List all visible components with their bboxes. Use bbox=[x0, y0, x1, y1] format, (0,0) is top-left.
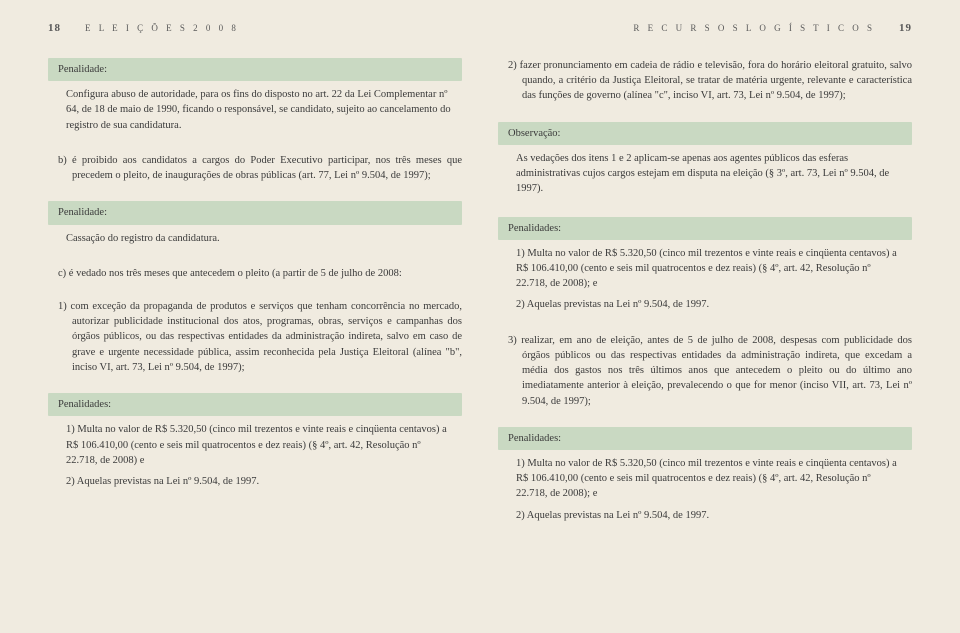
penalty-text: Configura abuso de autoridade, para os f… bbox=[66, 87, 452, 133]
header-right: R E C U R S O S L O G Í S T I C O S 19 bbox=[633, 22, 912, 34]
penalties-label: Penalidades: bbox=[498, 427, 912, 450]
penalty-line-1: 1) Multa no valor de R$ 5.320,50 (cinco … bbox=[516, 456, 902, 502]
list-item-2: 2) fazer pronunciamento em cadeia de rád… bbox=[498, 52, 912, 116]
list-item-c: c) é vedado nos três meses que antecedem… bbox=[48, 260, 462, 293]
penalty-line-2: 2) Aquelas previstas na Lei nº 9.504, de… bbox=[66, 474, 452, 489]
right-section-title: R E C U R S O S L O G Í S T I C O S bbox=[633, 23, 875, 33]
observation-text: As vedações dos itens 1 e 2 aplicam-se a… bbox=[516, 151, 902, 197]
penalties-label: Penalidades: bbox=[48, 393, 462, 416]
right-column: 2) fazer pronunciamento em cadeia de rád… bbox=[498, 52, 912, 537]
penalty-line-2: 2) Aquelas previstas na Lei nº 9.504, de… bbox=[516, 297, 902, 312]
penalty-line-2: 2) Aquelas previstas na Lei nº 9.504, de… bbox=[516, 508, 902, 523]
item-b-text: b) é proibido aos candidatos a cargos do… bbox=[48, 153, 462, 183]
penalties-body: 1) Multa no valor de R$ 5.320,50 (cinco … bbox=[498, 240, 912, 327]
penalties-label: Penalidades: bbox=[498, 217, 912, 240]
observation-body: As vedações dos itens 1 e 2 aplicam-se a… bbox=[498, 145, 912, 211]
penalties-body: 1) Multa no valor de R$ 5.320,50 (cinco … bbox=[498, 450, 912, 537]
observation-label: Observação: bbox=[498, 122, 912, 145]
left-page-number: 18 bbox=[48, 22, 61, 34]
penalty-text: Cassação do registro da candidatura. bbox=[66, 231, 452, 246]
penalty-label: Penalidade: bbox=[48, 201, 462, 224]
left-column: Penalidade: Configura abuso de autoridad… bbox=[48, 52, 462, 537]
list-item-1: 1) com exceção da propaganda de produtos… bbox=[48, 293, 462, 387]
penalties-body: 1) Multa no valor de R$ 5.320,50 (cinco … bbox=[48, 416, 462, 503]
penalty-body: Configura abuso de autoridade, para os f… bbox=[48, 81, 462, 147]
item-1-text: 1) com exceção da propaganda de produtos… bbox=[48, 299, 462, 375]
two-column-layout: Penalidade: Configura abuso de autoridad… bbox=[48, 52, 912, 537]
penalty-line-1: 1) Multa no valor de R$ 5.320,50 (cinco … bbox=[516, 246, 902, 292]
list-item-3: 3) realizar, em ano de eleição, antes de… bbox=[498, 327, 912, 421]
header-left: 18 E L E I Ç Õ E S 2 0 0 8 bbox=[48, 22, 239, 34]
item-3-text: 3) realizar, em ano de eleição, antes de… bbox=[498, 333, 912, 409]
item-2-text: 2) fazer pronunciamento em cadeia de rád… bbox=[498, 58, 912, 104]
penalty-body: Cassação do registro da candidatura. bbox=[48, 225, 462, 260]
penalty-line-1: 1) Multa no valor de R$ 5.320,50 (cinco … bbox=[66, 422, 452, 468]
left-section-title: E L E I Ç Õ E S 2 0 0 8 bbox=[85, 23, 239, 33]
page-header: 18 E L E I Ç Õ E S 2 0 0 8 R E C U R S O… bbox=[48, 22, 912, 34]
penalty-label: Penalidade: bbox=[48, 58, 462, 81]
item-c-text: c) é vedado nos três meses que antecedem… bbox=[48, 266, 462, 281]
list-item-b: b) é proibido aos candidatos a cargos do… bbox=[48, 147, 462, 195]
right-page-number: 19 bbox=[899, 22, 912, 34]
